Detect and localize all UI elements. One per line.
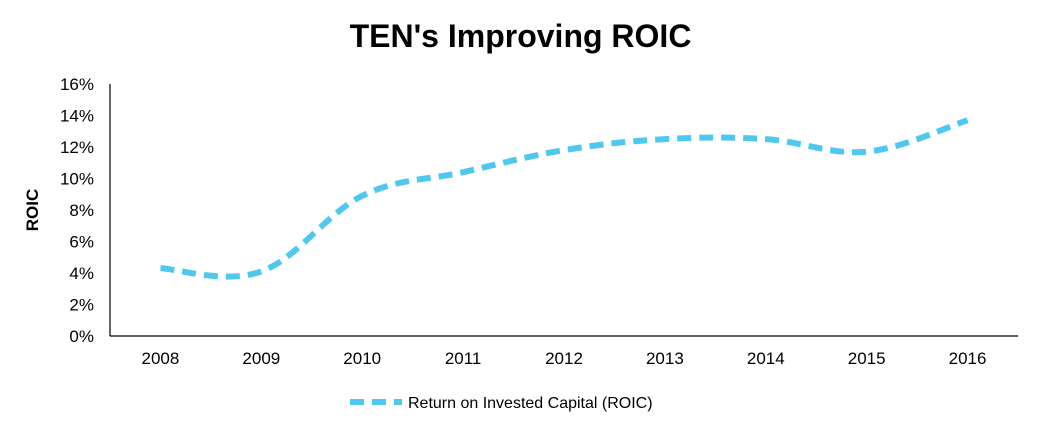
x-tick-label: 2008 <box>142 349 180 368</box>
legend: Return on Invested Capital (ROIC) <box>350 395 653 412</box>
roic-series-line <box>160 117 969 280</box>
y-axis-title: ROIC <box>23 189 42 232</box>
chart-title: TEN's Improving ROIC <box>349 18 692 54</box>
x-tick-label: 2009 <box>242 349 280 368</box>
x-tick-label: 2016 <box>949 349 987 368</box>
x-tick-label: 2010 <box>343 349 381 368</box>
y-tick-label: 2% <box>69 296 94 315</box>
y-tick-label: 14% <box>60 107 94 126</box>
x-tick-labels: 2008 2009 2010 2011 2012 2013 2014 2015 2016 <box>142 349 987 368</box>
series-group <box>160 117 969 280</box>
y-tick-label: 4% <box>69 264 94 283</box>
y-tick-label: 12% <box>60 138 94 157</box>
y-tick-label: 8% <box>69 201 94 220</box>
y-tick-label: 6% <box>69 233 94 252</box>
y-tick-label: 16% <box>60 75 94 94</box>
legend-label: Return on Invested Capital (ROIC) <box>408 395 653 412</box>
y-tick-labels: 0% 2% 4% 6% 8% 10% 12% 14% 16% <box>60 75 94 346</box>
x-tick-label: 2011 <box>445 349 482 368</box>
x-tick-label: 2012 <box>545 349 583 368</box>
axes <box>109 84 1018 337</box>
y-tick-label: 10% <box>60 170 94 189</box>
x-tick-label: 2013 <box>646 349 684 368</box>
x-tick-label: 2015 <box>848 349 886 368</box>
y-tick-label: 0% <box>69 327 94 346</box>
x-tick-label: 2014 <box>747 349 785 368</box>
